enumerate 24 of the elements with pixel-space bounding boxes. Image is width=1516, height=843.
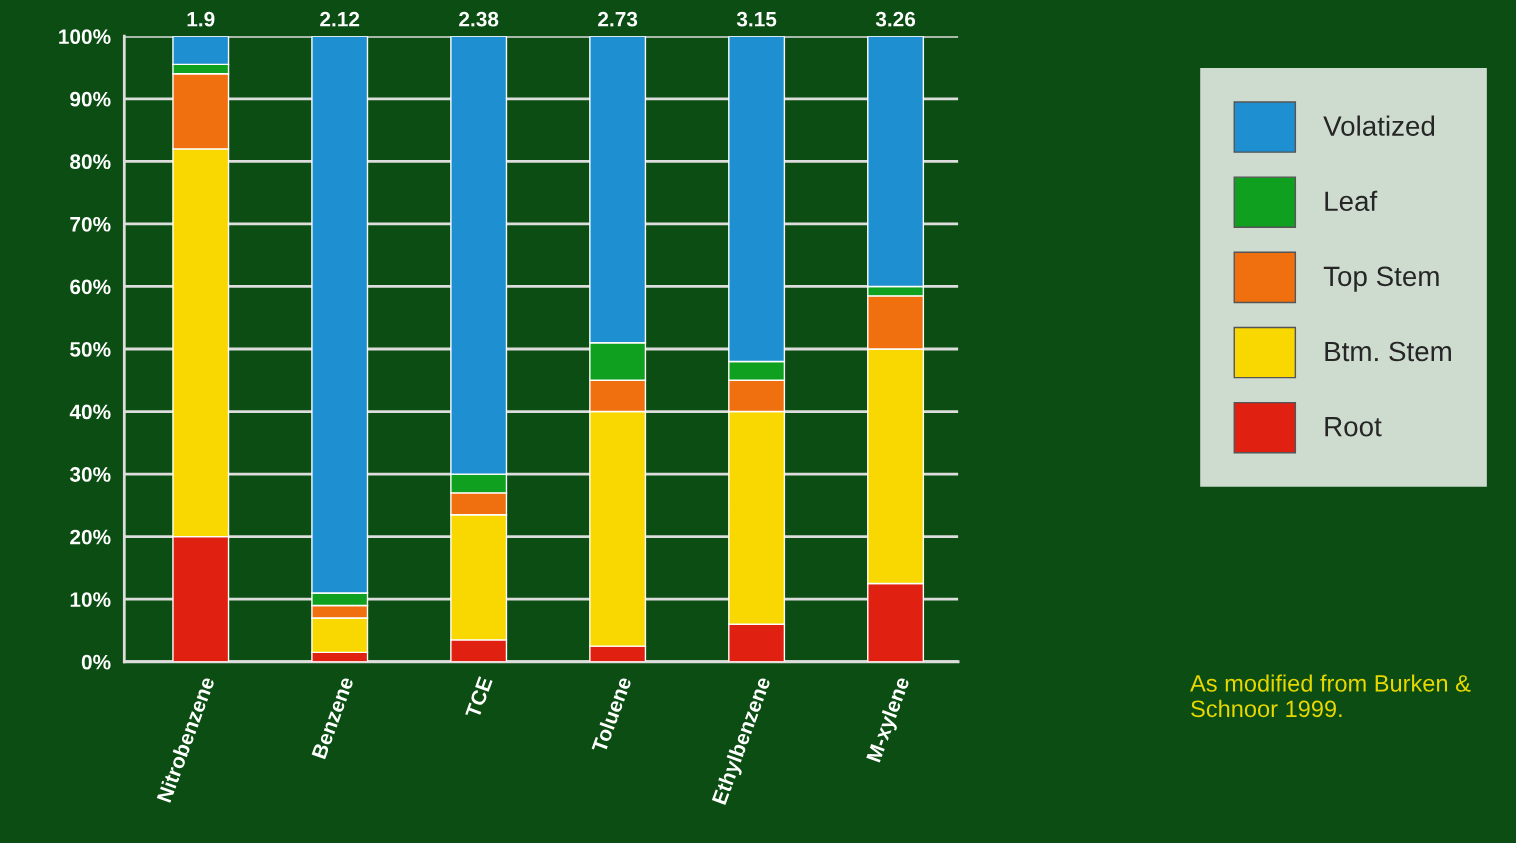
y-tick-label: 60% <box>70 279 111 295</box>
legend-label: Root <box>1325 417 1382 437</box>
y-tick-label: 10% <box>70 592 111 607</box>
annotation: 3.26 <box>875 11 916 27</box>
y-tick-label: 100% <box>59 29 111 44</box>
y-tick-label: 40% <box>69 404 111 420</box>
legend-label: Top Stem <box>1323 266 1439 292</box>
legend-label: Volatized <box>1323 115 1435 136</box>
y-tick-label: 30% <box>69 467 111 482</box>
y-tick-label: 70% <box>70 216 111 232</box>
annotation: 2.38 <box>459 11 499 27</box>
legend-label: Leaf <box>1325 190 1378 212</box>
y-tick-label: 80% <box>70 154 111 170</box>
y-tick-label: 0% <box>81 654 111 670</box>
legend-label: Btm. Stem <box>1325 341 1451 362</box>
y-tick-label: 20% <box>70 529 111 545</box>
annotation: 2.73 <box>598 11 638 27</box>
annotation: 2.12 <box>320 11 360 27</box>
text: As modified from Burken & Schnoor 1999. <box>1190 674 1471 718</box>
x-tick-label: TCE <box>465 675 493 720</box>
annotation: 1.9 <box>187 11 215 27</box>
y-tick-label: 90% <box>70 91 111 107</box>
annotation: 3.15 <box>736 11 777 27</box>
y-tick-label: 50% <box>70 342 111 357</box>
